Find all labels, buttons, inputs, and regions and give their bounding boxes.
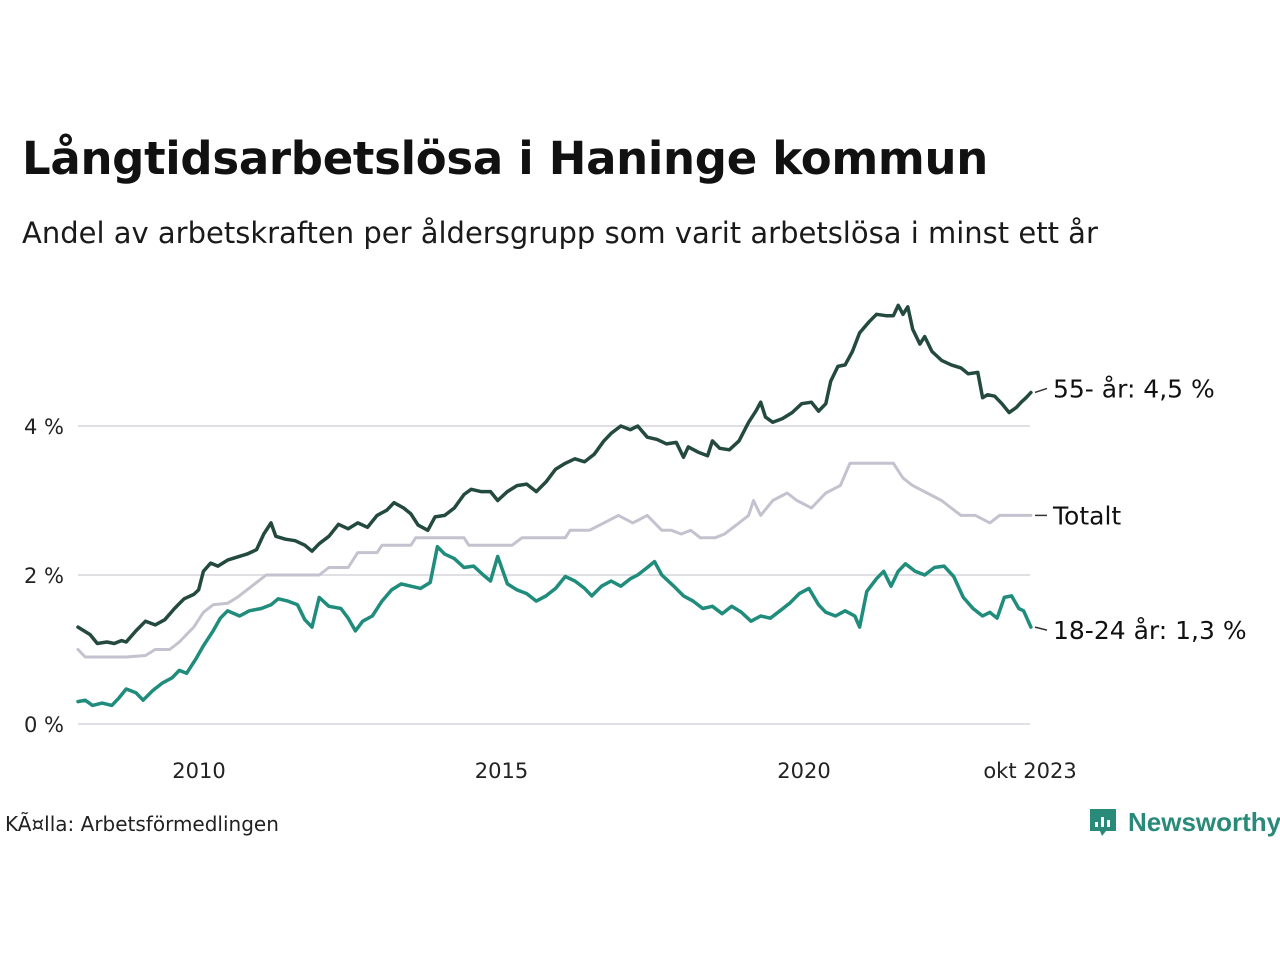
brand-logo: Newsworthy	[1088, 804, 1280, 840]
series-label-total: Totalt	[1052, 501, 1121, 530]
source-note: KÃ¤lla: Arbetsförmedlingen	[5, 812, 279, 836]
series-label-s55: 55- år: 4,5 %	[1053, 374, 1215, 403]
newsworthy-logo-icon	[1090, 809, 1116, 836]
x-tick-label: okt 2023	[983, 759, 1076, 783]
chart-subtitle: Andel av arbetskraften per åldersgrupp s…	[22, 216, 1098, 250]
series-label-s1824: 18-24 år: 1,3 %	[1053, 616, 1247, 645]
x-tick-label: 2015	[475, 759, 528, 783]
series-labels: Totalt 18-24 år: 1,3 % 55- år: 4,5 %	[1034, 374, 1247, 645]
series-line-s1824	[76, 544, 1033, 708]
chart-title: Långtidsarbetslösa i Haninge kommun	[22, 132, 988, 185]
series-lines	[76, 303, 1033, 708]
gridlines	[78, 425, 1030, 725]
x-tick-label: 2020	[777, 759, 830, 783]
series-line-total	[76, 461, 1033, 659]
y-tick-label: 2 %	[24, 564, 64, 588]
y-tick-label: 4 %	[24, 415, 64, 439]
series-line-s55	[76, 303, 1033, 646]
x-tick-label: 2010	[172, 759, 225, 783]
x-axis: 2010 2015 2020 okt 2023	[172, 759, 1076, 783]
y-axis: 0 % 2 % 4 %	[24, 415, 64, 737]
y-tick-label: 0 %	[24, 713, 64, 737]
label-leader-s1824	[1034, 626, 1048, 631]
brand-name: Newsworthy	[1128, 806, 1280, 837]
label-leader-s55	[1034, 387, 1048, 394]
